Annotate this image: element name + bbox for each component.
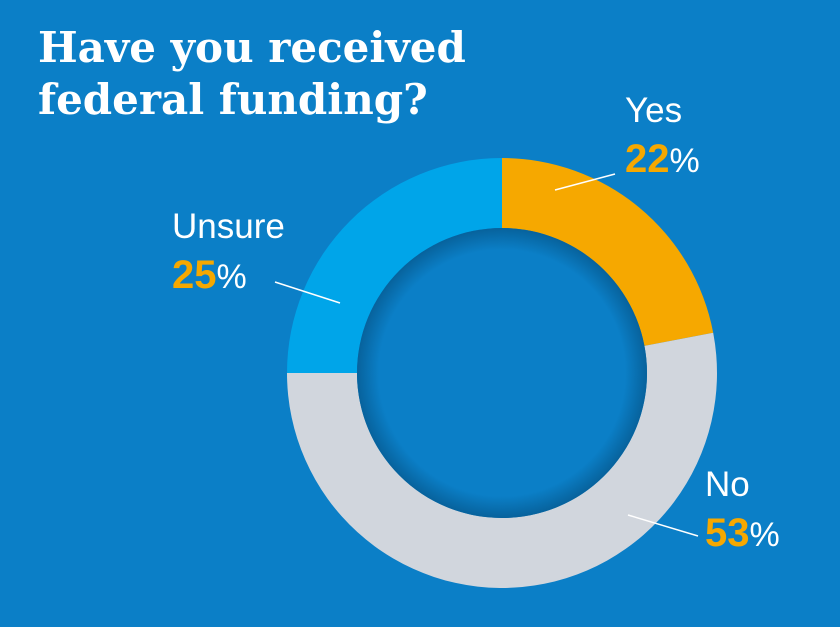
slice: [502, 158, 714, 346]
slice-label: Unsure: [172, 207, 285, 246]
slice: [287, 332, 717, 588]
value-label: 53%: [705, 511, 780, 555]
donut-hole: [357, 228, 647, 518]
value-label: 25%: [172, 253, 247, 297]
leader-line: [627, 514, 699, 537]
value-label: 22%: [625, 137, 700, 181]
chart-title: Have you received federal funding?: [38, 23, 466, 124]
leader-line: [554, 173, 616, 191]
leader-line: [274, 281, 341, 304]
slice-label: No: [705, 465, 750, 504]
slice-label: Yes: [625, 91, 682, 130]
slice: [287, 158, 502, 373]
